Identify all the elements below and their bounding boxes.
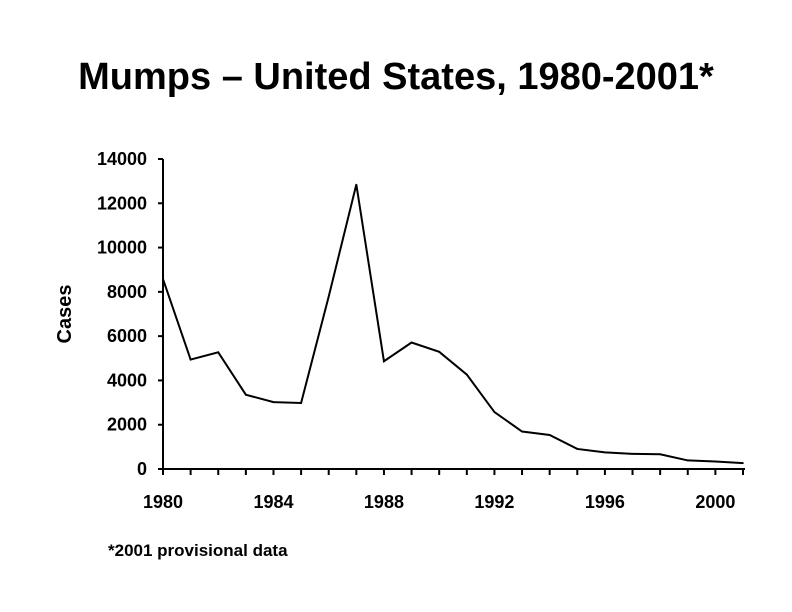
series-line	[162, 184, 744, 465]
data-point	[383, 360, 385, 363]
data-point	[355, 183, 358, 186]
data-point	[742, 462, 744, 464]
data-point	[410, 341, 413, 344]
data-point	[327, 295, 330, 298]
data-point	[576, 448, 579, 450]
data-point	[438, 351, 440, 353]
x-tick-label: 1984	[253, 492, 293, 512]
y-tick-label: 12000	[97, 193, 147, 213]
data-point	[162, 278, 164, 280]
y-tick-label: 10000	[97, 238, 147, 258]
x-tick-label: 1980	[143, 492, 183, 512]
y-tick-label: 6000	[107, 326, 147, 346]
y-axis-ticks: 0 2000 4000 6000 8000 10000 12000 14000	[97, 149, 163, 479]
x-tick-label: 1988	[364, 492, 404, 512]
y-axis-label: Cases	[54, 285, 76, 344]
x-tick-label: 1996	[585, 492, 625, 512]
data-point	[604, 451, 606, 454]
data-point	[189, 358, 192, 361]
data-point	[466, 373, 468, 376]
data-point	[631, 453, 634, 455]
series-layer	[162, 183, 744, 465]
x-tick-label: 2000	[695, 492, 735, 512]
footnote: *2001 provisional data	[108, 541, 288, 560]
x-axis-ticks: 1980 1984 1988 1992 1996 2000	[143, 469, 744, 512]
data-point	[548, 434, 551, 436]
y-tick-label: 4000	[107, 370, 147, 390]
axes	[162, 159, 745, 470]
y-tick-label: 14000	[97, 149, 147, 169]
data-point	[217, 351, 220, 354]
y-tick-label: 2000	[107, 415, 147, 435]
x-tick-label: 1992	[474, 492, 514, 512]
data-point	[686, 459, 689, 462]
data-point	[659, 453, 661, 456]
y-tick-label: 0	[137, 459, 147, 479]
data-point	[272, 401, 275, 403]
chart-title: Mumps – United States, 1980-2001*	[78, 56, 714, 98]
data-point	[245, 393, 247, 396]
data-point	[714, 460, 717, 463]
y-tick-label: 8000	[107, 282, 147, 302]
data-point	[493, 411, 496, 413]
data-point	[521, 430, 523, 433]
data-point	[300, 402, 302, 404]
